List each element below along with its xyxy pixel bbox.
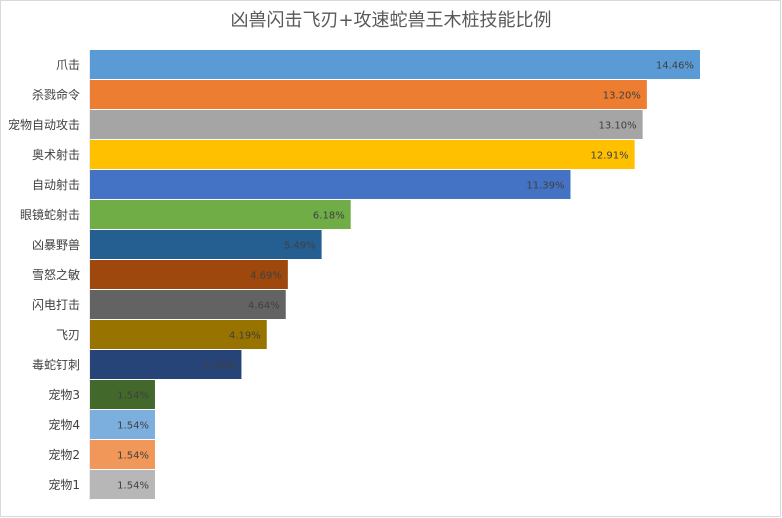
value-label: 1.54% [117,451,149,462]
bar [90,440,155,469]
y-tick-label: 宠物自动攻击 [8,117,80,132]
y-tick-label: 宠物2 [48,447,80,462]
bar [90,380,155,409]
bar [90,140,635,169]
value-label: 13.20% [603,91,641,102]
value-label: 12.91% [590,151,628,162]
bar [90,470,155,499]
y-tick-label: 宠物4 [48,417,80,432]
value-label: 1.54% [117,391,149,402]
bar [90,230,322,259]
y-tick-label: 毒蛇钉刺 [32,357,80,372]
value-label: 4.69% [250,271,282,282]
y-tick-label: 爪击 [56,58,80,72]
y-tick-label: 宠物1 [48,477,80,492]
value-label: 11.39% [526,181,564,192]
bar [90,260,288,289]
y-tick-label: 凶暴野兽 [32,238,80,252]
bar [90,350,242,379]
value-label: 5.49% [284,241,316,252]
value-label: 4.19% [229,331,261,342]
bar [90,170,571,199]
bar [90,320,267,349]
value-label: 4.64% [248,301,280,312]
value-label: 1.54% [117,421,149,432]
y-tick-label: 眼镜蛇射击 [20,207,80,222]
y-tick-label: 闪电打击 [32,298,80,312]
y-tick-label: 奥术射击 [32,147,80,162]
bar [90,110,643,139]
value-label: 14.46% [656,61,694,72]
value-label: 1.54% [117,481,149,492]
y-tick-label: 雪怒之敏 [32,267,80,282]
bar [90,290,286,319]
y-tick-label: 飞刃 [56,328,80,342]
bar [90,200,351,229]
value-label: 13.10% [598,121,636,132]
value-label: 3.59% [204,361,236,372]
y-tick-label: 宠物3 [48,387,80,402]
chart-title: 凶兽闪击飞刃+攻速蛇兽王木桩技能比例 [230,10,551,31]
bar [90,410,155,439]
bar [90,80,647,109]
y-tick-label: 杀戮命令 [32,87,80,102]
bar [90,50,700,79]
y-tick-label: 自动射击 [32,177,80,192]
value-label: 6.18% [313,211,345,222]
